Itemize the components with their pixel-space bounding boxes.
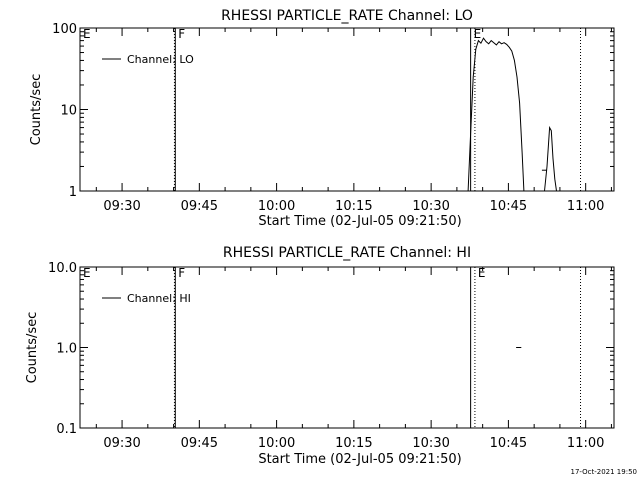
y-axis-label: Counts/sec: [25, 312, 40, 384]
y-tick-label: 0.1: [56, 422, 77, 437]
x-tick-label: 10:15: [335, 199, 372, 214]
x-tick-label: 09:45: [181, 199, 218, 214]
event-marker-label: E: [83, 27, 91, 41]
x-tick-label: 09:30: [103, 199, 140, 214]
x-tick-label: 10:45: [490, 199, 527, 214]
legend-label: Channel: HI: [127, 292, 191, 305]
x-tick-label: 11:00: [567, 436, 604, 451]
data-series-line: [544, 125, 557, 192]
footer-date: 17-Oct-2021 19:50: [571, 468, 637, 476]
chart-panel-hi: RHESSI PARTICLE_RATE Channel: HI 0.1 1.0 10…: [25, 245, 615, 467]
event-marker-label: F: [178, 27, 185, 41]
legend-label: Channel: LO: [127, 53, 194, 66]
x-tick-label: 10:45: [490, 436, 527, 451]
y-axis-label: Counts/sec: [29, 74, 44, 146]
y-tick-label: 10: [60, 104, 77, 119]
x-tick-label: 10:30: [412, 436, 449, 451]
chart-title: RHESSI PARTICLE_RATE Channel: LO: [221, 8, 473, 24]
event-marker-label: E: [83, 266, 91, 280]
x-tick-label: 09:45: [181, 436, 218, 451]
x-tick-label: 10:00: [258, 436, 295, 451]
x-tick-label: 11:00: [567, 199, 604, 214]
x-tick-label: 09:30: [103, 436, 140, 451]
x-tick-label: 10:15: [335, 436, 372, 451]
chart-panel-lo: RHESSI PARTICLE_RATE Channel: LO 1 10 100 09…: [29, 8, 615, 229]
event-marker-label: E: [478, 266, 486, 280]
x-axis-label: Start Time (02-Jul-05 09:21:50): [258, 452, 461, 467]
event-marker-label: F: [178, 266, 185, 280]
y-tick-label: 1.0: [56, 342, 77, 357]
x-axis-label: Start Time (02-Jul-05 09:21:50): [258, 214, 461, 229]
event-marker-label: E: [474, 27, 482, 41]
x-tick-label: 10:00: [258, 199, 295, 214]
y-tick-label: 100: [52, 22, 77, 37]
y-tick-label: 1: [69, 185, 77, 200]
x-tick-label: 10:30: [412, 199, 449, 214]
chart-title: RHESSI PARTICLE_RATE Channel: HI: [223, 245, 471, 261]
data-series-line: [467, 37, 525, 192]
y-tick-label: 10.0: [48, 261, 77, 276]
